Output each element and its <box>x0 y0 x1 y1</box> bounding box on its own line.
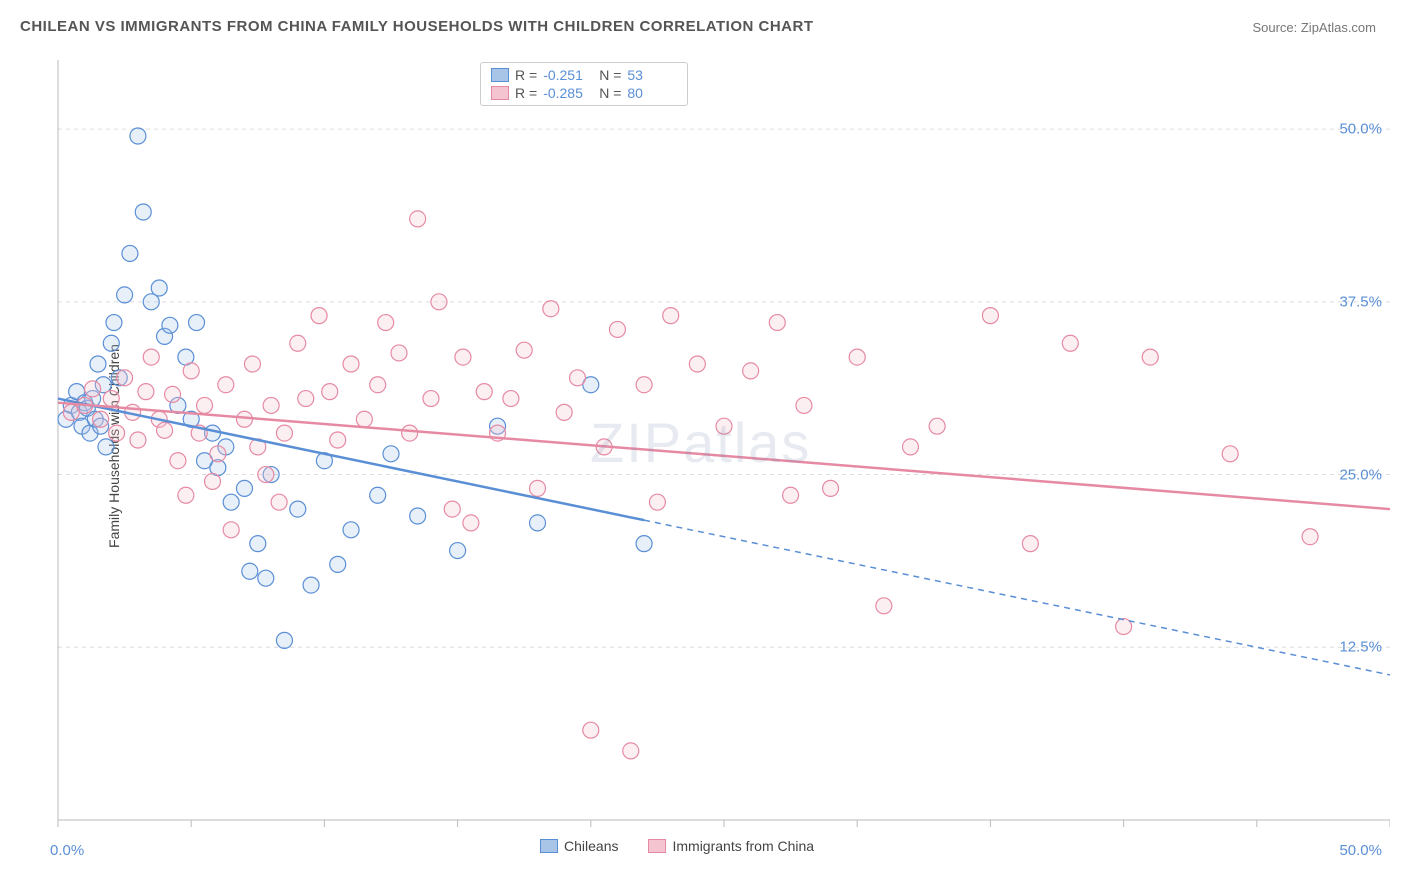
y-tick-label: 12.5% <box>1339 639 1382 656</box>
swatch-blue <box>491 68 509 82</box>
legend-label: Chileans <box>564 838 618 854</box>
y-tick-label: 50.0% <box>1339 121 1382 138</box>
swatch-pink <box>648 839 666 853</box>
r-label: R = <box>515 67 537 83</box>
r-label: R = <box>515 85 537 101</box>
legend-row-chileans: R = -0.251 N = 53 <box>491 67 677 83</box>
correlation-legend: R = -0.251 N = 53 R = -0.285 N = 80 <box>480 62 688 106</box>
y-tick-label: 25.0% <box>1339 466 1382 483</box>
legend-item-china: Immigrants from China <box>648 838 814 854</box>
n-value: 53 <box>627 67 677 83</box>
r-value: -0.285 <box>543 85 593 101</box>
scatter-plot <box>50 50 1390 840</box>
legend-label: Immigrants from China <box>672 838 814 854</box>
source-attribution: Source: ZipAtlas.com <box>1252 20 1376 35</box>
series-legend: Chileans Immigrants from China <box>540 838 814 854</box>
n-value: 80 <box>627 85 677 101</box>
x-tick-max: 50.0% <box>1339 842 1382 859</box>
swatch-blue <box>540 839 558 853</box>
n-label: N = <box>599 67 621 83</box>
legend-row-china: R = -0.285 N = 80 <box>491 85 677 101</box>
n-label: N = <box>599 85 621 101</box>
x-tick-min: 0.0% <box>50 842 84 859</box>
source-link[interactable]: ZipAtlas.com <box>1301 20 1376 35</box>
source-label: Source: <box>1252 20 1300 35</box>
swatch-pink <box>491 86 509 100</box>
r-value: -0.251 <box>543 67 593 83</box>
chart-area: ZIPatlas R = -0.251 N = 53 R = -0.285 N … <box>50 50 1390 840</box>
chart-title: CHILEAN VS IMMIGRANTS FROM CHINA FAMILY … <box>20 18 814 35</box>
y-tick-label: 37.5% <box>1339 293 1382 310</box>
legend-item-chileans: Chileans <box>540 838 618 854</box>
